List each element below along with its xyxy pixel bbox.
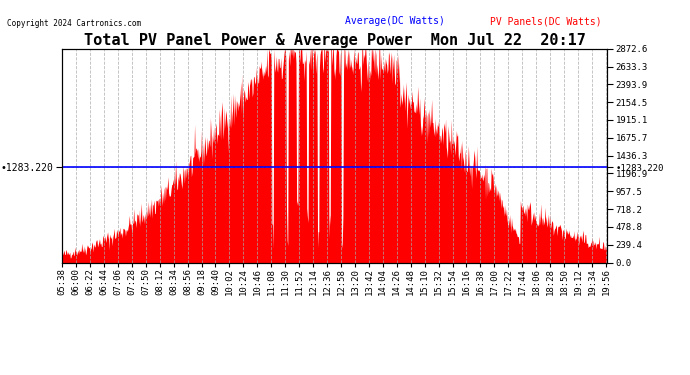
Title: Total PV Panel Power & Average Power  Mon Jul 22  20:17: Total PV Panel Power & Average Power Mon…	[83, 33, 586, 48]
Text: Average(DC Watts): Average(DC Watts)	[345, 16, 445, 26]
Text: Copyright 2024 Cartronics.com: Copyright 2024 Cartronics.com	[7, 19, 141, 28]
Text: PV Panels(DC Watts): PV Panels(DC Watts)	[490, 16, 602, 26]
